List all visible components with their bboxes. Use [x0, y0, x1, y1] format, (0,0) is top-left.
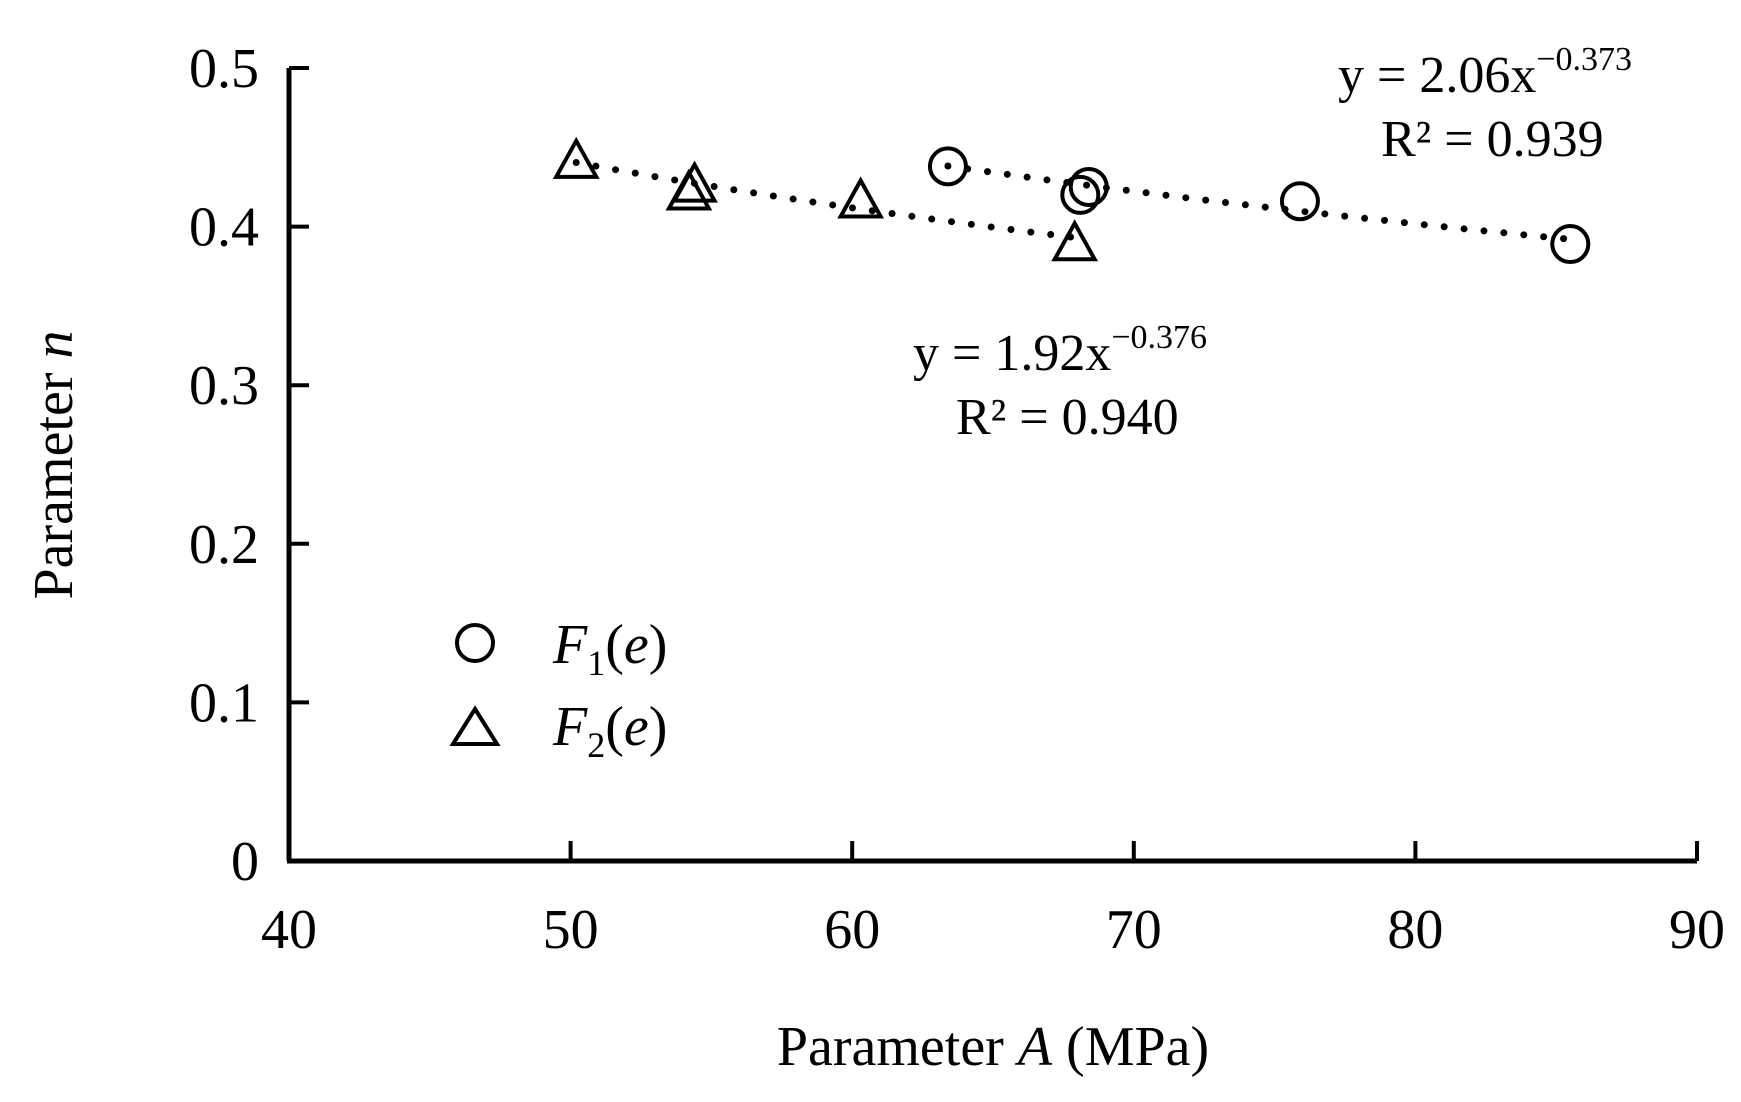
data-point-series-2	[837, 176, 885, 219]
legend-label-f2: F2(e)	[552, 696, 667, 765]
data-points	[552, 136, 1591, 265]
legend-f1-subscript: 1	[587, 643, 605, 683]
legend-f1-paren-open: (	[605, 614, 624, 676]
x-tick-label: 80	[1387, 899, 1443, 961]
data-point-series-2	[1051, 219, 1099, 262]
data-point-series-2	[671, 160, 718, 203]
legend-f2-arg: e	[624, 696, 649, 758]
fit-equation-f1-base: y = 2.06x	[1338, 47, 1536, 104]
y-tick-label: 0.3	[189, 355, 259, 417]
legend-f2-paren-close: )	[649, 696, 668, 758]
legend-f1-paren-close: )	[649, 614, 668, 676]
legend-item-f1: F1(e)	[455, 614, 667, 683]
legend-f1-arg: e	[624, 614, 649, 676]
y-axis-title: Parameter n	[23, 331, 85, 600]
x-axis-title: Parameter A (MPa)	[777, 1016, 1209, 1078]
y-axis-title-var: n	[23, 331, 85, 359]
x-tick-label: 90	[1669, 899, 1725, 961]
data-point-series-1	[1550, 224, 1591, 265]
data-point-series-1	[1279, 181, 1320, 222]
fit-annotation-f1: y = 2.06x−0.373 R² = 0.939	[1338, 41, 1632, 168]
fit-annotation-f2: y = 1.92x−0.376 R² = 0.940	[913, 319, 1207, 446]
legend-marker-triangle	[449, 705, 501, 746]
data-point-series-1	[1068, 166, 1109, 207]
trendline-series-1	[944, 162, 1574, 243]
y-ticks: 0 0.1 0.2 0.3 0.4 0.5	[189, 38, 309, 893]
legend-item-f2: F2(e)	[449, 696, 667, 765]
data-point-series-1	[1060, 174, 1101, 215]
x-axis-title-unit: (MPa)	[1052, 1016, 1209, 1078]
y-tick-label: 0.4	[189, 197, 259, 259]
fit-equation-f1: y = 2.06x−0.373	[1338, 41, 1632, 104]
x-axis-title-var: A	[1014, 1016, 1053, 1078]
legend-marker-circle	[455, 623, 495, 663]
data-point-series-2	[552, 136, 600, 179]
y-tick-label: 0	[231, 831, 259, 893]
x-ticks: 40 50 60 70 80 90	[261, 841, 1725, 961]
trendline-series-2	[572, 159, 1079, 241]
fit-equation-f1-exponent: −0.373	[1536, 41, 1632, 78]
data-point-series-1	[927, 146, 968, 187]
x-tick-label: 70	[1106, 899, 1162, 961]
fit-r2-f1: R² = 0.939	[1381, 111, 1604, 168]
x-tick-label: 50	[543, 899, 599, 961]
fit-equation-f2: y = 1.92x−0.376	[913, 319, 1207, 382]
legend: F1(e) F2(e)	[449, 614, 667, 765]
y-axis-title-text: Parameter	[23, 359, 85, 600]
trendlines	[572, 159, 1574, 243]
legend-f2-subscript: 2	[587, 725, 605, 765]
legend-f2-symbol: F	[552, 696, 588, 758]
legend-label-f1: F1(e)	[552, 614, 667, 683]
y-tick-label: 0.1	[189, 672, 259, 734]
x-tick-label: 60	[824, 899, 880, 961]
fit-r2-f2: R² = 0.940	[956, 389, 1179, 446]
y-tick-label: 0.5	[189, 38, 259, 100]
axes: 0 0.1 0.2 0.3 0.4 0.5 40 50 60 70 80 90	[189, 38, 1725, 961]
x-axis-title-text: Parameter	[777, 1016, 1018, 1078]
y-tick-label: 0.2	[189, 514, 259, 576]
fit-equation-f2-exponent: −0.376	[1111, 319, 1207, 356]
fit-equation-f2-base: y = 1.92x	[913, 325, 1111, 382]
legend-f2-paren-open: (	[605, 696, 624, 758]
legend-f1-symbol: F	[552, 614, 588, 676]
x-tick-label: 40	[261, 899, 317, 961]
